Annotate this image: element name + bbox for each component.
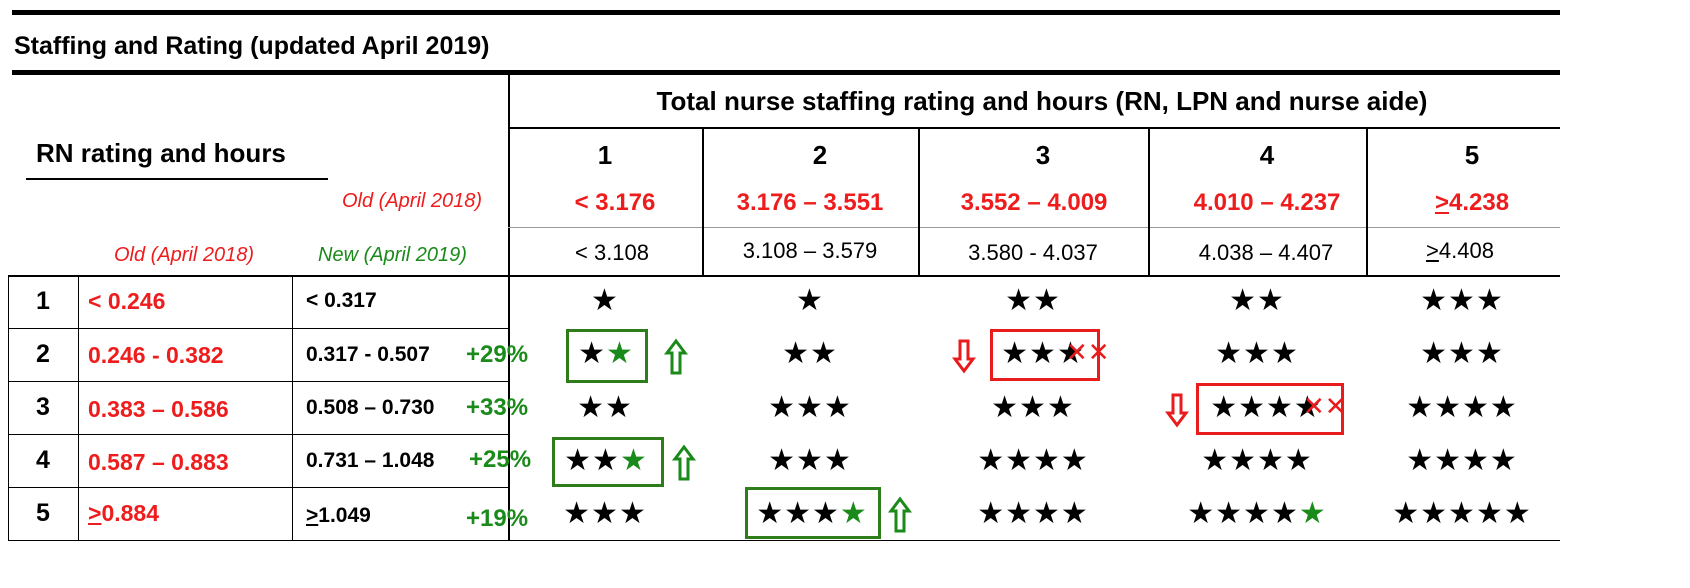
row-change: +29% [466, 341, 529, 368]
col-new-range: 4.038 – 4.407 [1198, 240, 1334, 265]
col-old-range: 3.552 – 4.009 [960, 189, 1108, 216]
col-new-range: < 3.108 [574, 240, 650, 265]
old-label-left: Old (April 2018) [114, 244, 255, 266]
red-x-mark: ✕✕ [1066, 338, 1110, 368]
star-rating-cell: ★★ [577, 390, 633, 425]
star-rating-cell: ★★★ [1420, 283, 1504, 318]
grid-hline [508, 127, 1560, 129]
row-rating: 5 [36, 499, 50, 527]
total-staffing-header: Total nurse staffing rating and hours (R… [656, 86, 1428, 116]
row-rating: 3 [36, 393, 50, 421]
row-change: +25% [469, 446, 532, 473]
star-rating-cell: ★★★ [564, 443, 648, 478]
col-new-range: 3.108 – 3.579 [742, 238, 878, 263]
star-rating-cell: ★★★ [1001, 336, 1085, 371]
row-rating: 4 [36, 446, 50, 474]
star-rating-cell: ★★ [782, 336, 838, 371]
col-rating: 3 [1035, 140, 1051, 170]
star-rating-cell: ★ [796, 283, 824, 318]
row-old-range: < 0.246 [88, 288, 166, 314]
star-rating-cell: ★★ [578, 336, 634, 371]
title-rule [12, 70, 1560, 75]
grid-hline [8, 540, 1560, 541]
col-rating: 2 [812, 140, 828, 170]
rn-header-underline [26, 178, 328, 180]
row-old-range: >0.884 [88, 500, 159, 526]
col-new-range: >4.408 [1426, 238, 1494, 263]
row-new-range: 0.731 – 1.048 [306, 449, 435, 472]
star-rating-cell: ★★★★ [1406, 443, 1518, 478]
down-arrow-icon [1165, 393, 1189, 428]
star-rating-cell: ★★★ [991, 390, 1075, 425]
row-change: +19% [466, 505, 529, 532]
grid-vline [292, 275, 293, 540]
grid-hline [508, 227, 1560, 228]
grid-hline [8, 328, 508, 329]
row-change: +33% [466, 394, 529, 421]
star-rating-cell: ★★ [1229, 283, 1285, 318]
page-title: Staffing and Rating (updated April 2019) [14, 32, 490, 60]
rn-rating-header: RN rating and hours [36, 138, 286, 168]
star-rating-cell: ★★★ [768, 390, 852, 425]
grid-vline [702, 127, 704, 275]
row-new-range: >1.049 [306, 504, 371, 527]
star-rating-cell: ★★★ [768, 443, 852, 478]
row-old-range: 0.383 – 0.586 [88, 396, 229, 422]
down-arrow-icon [952, 339, 976, 374]
increase-highlight-box [566, 329, 648, 383]
up-arrow-icon [888, 496, 912, 533]
grid-vline [8, 275, 9, 540]
col-rating: 1 [597, 140, 613, 170]
top-rule [12, 10, 1560, 15]
row-old-range: 0.587 – 0.883 [88, 449, 229, 475]
row-new-range: < 0.317 [306, 289, 377, 312]
star-rating-cell: ★★★★ [756, 496, 868, 531]
grid-vline [918, 127, 920, 275]
row-rating: 2 [36, 340, 50, 368]
star-rating-cell: ★★★★★ [1392, 496, 1532, 531]
star-rating-cell: ★★★ [1420, 336, 1504, 371]
grid-vline [1148, 127, 1150, 275]
col-rating: 5 [1464, 140, 1480, 170]
col-old-range: >4.238 [1434, 189, 1510, 216]
up-arrow-icon [664, 338, 688, 375]
red-x-mark: ✕✕ [1303, 392, 1347, 422]
star-rating-cell: ★★★★ [977, 496, 1089, 531]
row-rating: 1 [36, 287, 50, 315]
star-rating-cell: ★★★★ [1406, 390, 1518, 425]
grid-vline [1366, 127, 1368, 275]
increase-highlight-box [552, 437, 664, 487]
up-arrow-icon [672, 444, 696, 481]
grid-hline [8, 487, 508, 488]
col-old-range: < 3.176 [574, 189, 656, 216]
star-rating-cell: ★ [591, 283, 619, 318]
star-rating-cell: ★★★ [563, 496, 647, 531]
col-old-range: 4.010 – 4.237 [1193, 189, 1341, 216]
col-new-range: 3.580 - 4.037 [968, 240, 1098, 265]
increase-highlight-box [745, 487, 881, 539]
grid-vline [78, 275, 79, 540]
decrease-highlight-box [1196, 383, 1344, 435]
grid-hline [8, 275, 1560, 277]
star-rating-cell: ★★ [1005, 283, 1061, 318]
grid-hline [8, 434, 508, 435]
grid-hline [8, 381, 508, 382]
star-rating-cell: ★★★ [1215, 336, 1299, 371]
row-old-range: 0.246 - 0.382 [88, 342, 224, 368]
star-rating-cell: ★★★★ [977, 443, 1089, 478]
col-old-range: 3.176 – 3.551 [736, 189, 884, 216]
row-new-range: 0.317 - 0.507 [306, 343, 430, 366]
col-rating: 4 [1259, 140, 1275, 170]
grid-vline [508, 75, 510, 540]
star-rating-cell: ★★★★ [1201, 443, 1313, 478]
row-new-range: 0.508 – 0.730 [306, 396, 435, 419]
star-rating-cell: ★★★★ [1210, 390, 1322, 425]
star-rating-cell: ★★★★★ [1187, 496, 1327, 531]
new-label: New (April 2019) [318, 244, 467, 266]
old-label-top: Old (April 2018) [342, 190, 483, 212]
decrease-highlight-box [990, 329, 1100, 381]
